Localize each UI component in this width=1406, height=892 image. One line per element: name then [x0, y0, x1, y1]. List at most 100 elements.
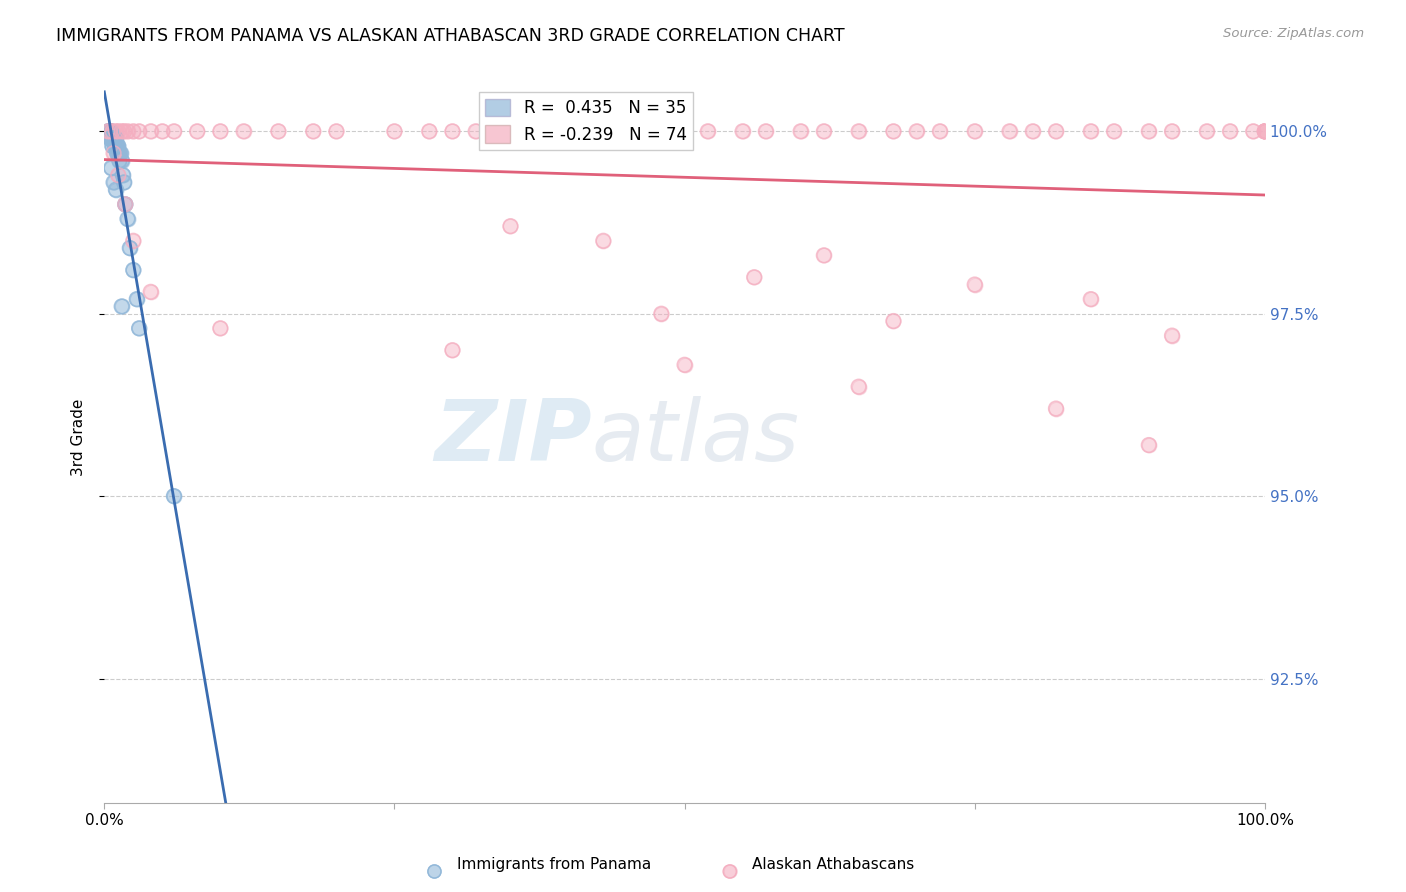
Point — [813, 124, 835, 138]
Point — [650, 307, 672, 321]
Point — [1241, 124, 1264, 138]
Point — [114, 197, 136, 211]
Point — [423, 864, 446, 879]
Point — [111, 124, 134, 138]
Point — [499, 219, 522, 234]
Point — [118, 241, 141, 255]
Point — [1254, 124, 1277, 138]
Point — [111, 153, 134, 168]
Point — [1161, 124, 1184, 138]
Point — [499, 219, 522, 234]
Point — [125, 292, 148, 306]
Point — [848, 124, 870, 138]
Point — [125, 292, 148, 306]
Point — [104, 131, 127, 145]
Point — [97, 124, 120, 138]
Point — [111, 168, 134, 182]
Point — [111, 124, 134, 138]
Point — [107, 124, 129, 138]
Point — [464, 124, 486, 138]
Point — [1161, 328, 1184, 343]
Point — [118, 241, 141, 255]
Point — [1161, 124, 1184, 138]
Point — [418, 124, 440, 138]
Point — [104, 183, 127, 197]
Point — [963, 124, 986, 138]
Point — [105, 146, 128, 161]
Point — [186, 124, 208, 138]
Point — [186, 124, 208, 138]
Point — [100, 124, 122, 138]
Point — [441, 343, 464, 358]
Point — [104, 139, 127, 153]
Point — [114, 197, 136, 211]
Point — [117, 124, 139, 138]
Point — [928, 124, 950, 138]
Point — [1241, 124, 1264, 138]
Point — [103, 131, 125, 145]
Point — [97, 124, 120, 138]
Point — [98, 124, 121, 138]
Point — [1022, 124, 1045, 138]
Point — [813, 124, 835, 138]
Point — [122, 124, 145, 138]
Point — [1254, 124, 1277, 138]
Point — [98, 131, 121, 145]
Point — [1045, 401, 1067, 416]
Point — [100, 131, 122, 145]
Point — [441, 124, 464, 138]
Point — [163, 489, 186, 503]
Point — [128, 321, 150, 335]
Point — [742, 270, 765, 285]
Point — [122, 263, 145, 277]
Point — [592, 234, 614, 248]
Point — [813, 248, 835, 262]
Point — [1137, 438, 1160, 452]
Point — [963, 124, 986, 138]
Point — [882, 314, 904, 328]
Point — [112, 124, 135, 138]
Point — [107, 139, 129, 153]
Point — [848, 380, 870, 394]
Point — [673, 358, 696, 372]
Point — [111, 168, 134, 182]
Point — [650, 307, 672, 321]
Point — [755, 124, 778, 138]
Point — [103, 131, 125, 145]
Point — [103, 146, 125, 161]
Point — [100, 161, 122, 175]
Point — [755, 124, 778, 138]
Point — [209, 124, 232, 138]
Point — [1080, 292, 1102, 306]
Point — [117, 211, 139, 226]
Point — [139, 124, 162, 138]
Point — [441, 124, 464, 138]
Point — [150, 124, 173, 138]
Point — [100, 161, 122, 175]
Point — [1254, 124, 1277, 138]
Point — [1161, 328, 1184, 343]
Point — [101, 139, 124, 153]
Point — [104, 139, 127, 153]
Point — [209, 321, 232, 335]
Point — [111, 153, 134, 168]
Point — [928, 124, 950, 138]
Legend: R =  0.435   N = 35, R = -0.239   N = 74: R = 0.435 N = 35, R = -0.239 N = 74 — [478, 92, 693, 150]
Point — [139, 124, 162, 138]
Text: atlas: atlas — [592, 396, 800, 479]
Point — [1254, 124, 1277, 138]
Point — [107, 124, 129, 138]
Point — [108, 153, 131, 168]
Point — [718, 864, 741, 879]
Point — [1219, 124, 1241, 138]
Point — [1102, 124, 1125, 138]
Point — [325, 124, 347, 138]
Point — [97, 124, 120, 138]
Point — [104, 131, 127, 145]
Point — [128, 321, 150, 335]
Point — [163, 124, 186, 138]
Point — [267, 124, 290, 138]
Point — [98, 124, 121, 138]
Point — [696, 124, 718, 138]
Point — [499, 124, 522, 138]
